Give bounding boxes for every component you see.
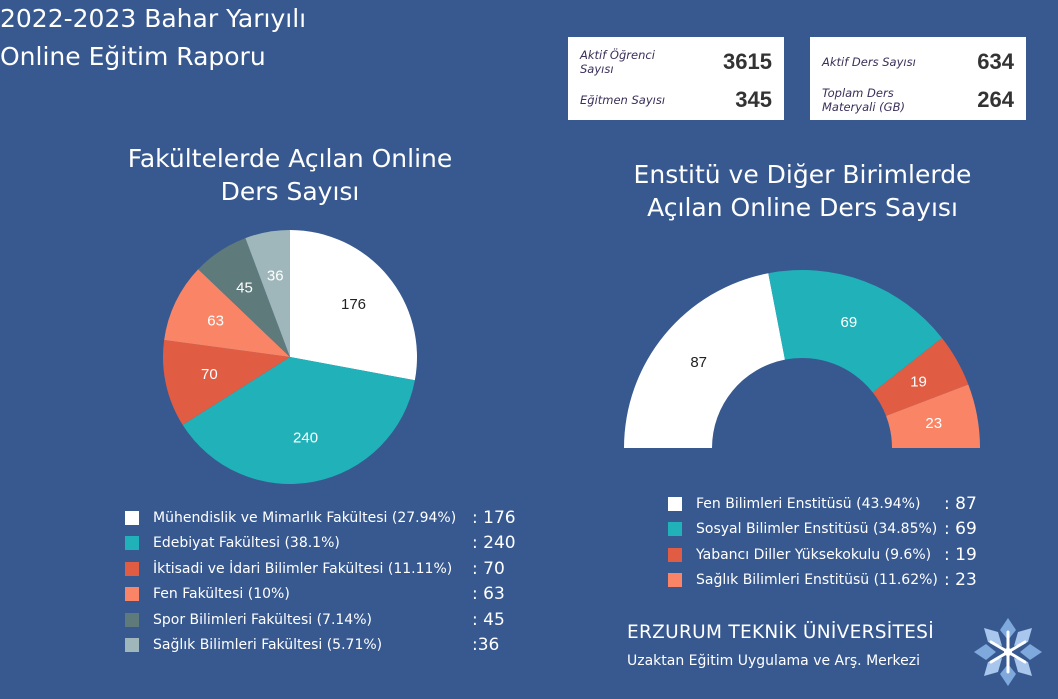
legend-label: Spor Bilimleri Fakültesi (7.14%) (153, 611, 372, 628)
legend-value: :36 (472, 635, 500, 656)
pie-slice (164, 269, 290, 357)
legend-label: Fen Fakültesi (10%) (153, 586, 290, 603)
legend-entry: Spor Bilimleri Fakültesi (7.14%) : 45 (125, 607, 545, 633)
legend-swatch (125, 587, 139, 602)
donut-segment-label: 69 (840, 314, 857, 331)
stat-label: Aktif Öğrenci Sayısı (580, 48, 655, 76)
stat-card-courses: Aktif Ders Sayısı 634 Toplam Ders Matery… (810, 37, 1026, 120)
legend-entry: Edebiyat Fakültesi (38.1%) : 240 (125, 531, 545, 557)
donut-segment-label: 87 (690, 354, 707, 371)
legend-value: : 176 (472, 507, 516, 528)
donut-segment (872, 337, 969, 416)
stat-value: 264 (977, 87, 1014, 112)
institute-chart-title-line2: Açılan Online Ders Sayısı (647, 193, 958, 222)
stat-row: Aktif Ders Sayısı 634 (822, 43, 1014, 81)
pie-slice (245, 230, 290, 357)
faculty-chart-title-line2: Ders Sayısı (220, 177, 360, 206)
pie-slice (182, 357, 415, 484)
legend-entry: Sağlık Bilimleri Enstitüsü (11.62%) : 23 (668, 568, 1008, 594)
donut-segment (886, 384, 980, 448)
legend-value: : 87 (944, 493, 977, 514)
legend-label: Edebiyat Fakültesi (38.1%) (153, 535, 340, 552)
legend-value: : 240 (472, 533, 516, 554)
legend-swatch (125, 561, 139, 576)
legend-entry: Yabancı Diller Yüksekokulu (9.6%) : 19 (668, 542, 1008, 568)
legend-swatch (125, 638, 139, 653)
legend-value: : 19 (944, 544, 977, 565)
pie-slice-label: 176 (341, 296, 366, 313)
page-title-line1: 2022-2023 Bahar Yarıyılı (0, 4, 307, 33)
legend-swatch (125, 536, 139, 551)
legend-swatch (668, 496, 682, 511)
stat-label: Aktif Ders Sayısı (822, 55, 916, 69)
legend-label: Fen Bilimleri Enstitüsü (43.94%) (696, 495, 921, 512)
legend-value: : 70 (472, 558, 505, 579)
legend-value: : 63 (472, 584, 505, 605)
org-name: ERZURUM TEKNİK ÜNİVERSİTESİ (627, 622, 934, 643)
legend-swatch (668, 522, 682, 537)
pie-slice (198, 238, 290, 357)
donut-segment-label: 23 (925, 415, 942, 432)
faculty-chart-title: Fakültelerde Açılan Online Ders Sayısı (60, 142, 520, 208)
pie-slice-label: 36 (267, 267, 284, 284)
institute-legend: Fen Bilimleri Enstitüsü (43.94%) : 87 Sosy… (668, 491, 1008, 593)
stat-card-students: Aktif Öğrenci Sayısı 3615 Eğitmen Sayısı… (568, 37, 784, 120)
pie-slice (162, 339, 290, 425)
legend-entry: Fen Bilimleri Enstitüsü (43.94%) : 87 (668, 491, 1008, 517)
donut-segment (768, 270, 942, 393)
legend-value: : 69 (944, 519, 977, 540)
institute-chart-title: Enstitü ve Diğer Birimlerde Açılan Onlin… (560, 158, 1045, 224)
pie-slice-label: 70 (201, 366, 218, 383)
stat-value: 345 (735, 87, 772, 112)
legend-entry: İktisadi ve İdari Bilimler Fakültesi (11… (125, 556, 545, 582)
legend-entry: Sosyal Bilimler Enstitüsü (34.85%) : 69 (668, 517, 1008, 543)
donut-segment-label: 19 (910, 373, 927, 390)
stat-label: Toplam Ders Materyali (GB) (822, 86, 905, 114)
legend-label: Sağlık Bilimleri Enstitüsü (11.62%) (696, 572, 938, 589)
stat-value: 3615 (723, 49, 772, 74)
legend-label: Mühendislik ve Mimarlık Fakültesi (27.94… (153, 509, 457, 526)
legend-label: İktisadi ve İdari Bilimler Fakültesi (11… (153, 560, 453, 577)
legend-entry: Fen Fakültesi (10%) : 63 (125, 582, 545, 608)
faculty-pie-chart: 176 240 70 63 45 36 (162, 230, 417, 484)
legend-label: Sağlık Bilimleri Fakültesi (5.71%) (153, 637, 383, 654)
stat-row: Aktif Öğrenci Sayısı 3615 (580, 43, 772, 81)
stat-value: 634 (977, 49, 1014, 74)
pie-slice-label: 45 (236, 280, 253, 297)
pie-slice (290, 230, 417, 381)
legend-value: : 45 (472, 609, 505, 630)
org-subtitle: Uzaktan Eğitim Uygulama ve Arş. Merkezi (627, 653, 920, 669)
legend-swatch (125, 612, 139, 627)
legend-entry: Sağlık Bilimleri Fakültesi (5.71%) :36 (125, 633, 545, 659)
page-title-line2: Online Eğitim Raporu (0, 42, 266, 71)
pie-slice-label: 63 (207, 313, 224, 330)
pie-slice-label: 240 (293, 430, 318, 447)
legend-value: : 23 (944, 570, 977, 591)
legend-swatch (668, 547, 682, 562)
donut-segment (624, 273, 785, 448)
faculty-legend: Mühendislik ve Mimarlık Fakültesi (27.94… (125, 505, 545, 658)
faculty-chart-title-line1: Fakültelerde Açılan Online (127, 144, 453, 173)
snowflake-logo-icon (974, 618, 1042, 686)
legend-swatch (125, 510, 139, 525)
stat-row: Eğitmen Sayısı 345 (580, 81, 772, 119)
stat-label: Eğitmen Sayısı (580, 93, 666, 107)
institute-half-donut-chart: 87 69 19 23 (624, 270, 980, 448)
institute-chart-title-line1: Enstitü ve Diğer Birimlerde (633, 160, 972, 189)
legend-label: Sosyal Bilimler Enstitüsü (34.85%) (696, 521, 938, 538)
page-title: 2022-2023 Bahar Yarıyılı Online Eğitim R… (0, 0, 1058, 76)
stat-row: Toplam Ders Materyali (GB) 264 (822, 81, 1014, 119)
legend-entry: Mühendislik ve Mimarlık Fakültesi (27.94… (125, 505, 545, 531)
legend-swatch (668, 573, 682, 588)
legend-label: Yabancı Diller Yüksekokulu (9.6%) (696, 546, 932, 563)
